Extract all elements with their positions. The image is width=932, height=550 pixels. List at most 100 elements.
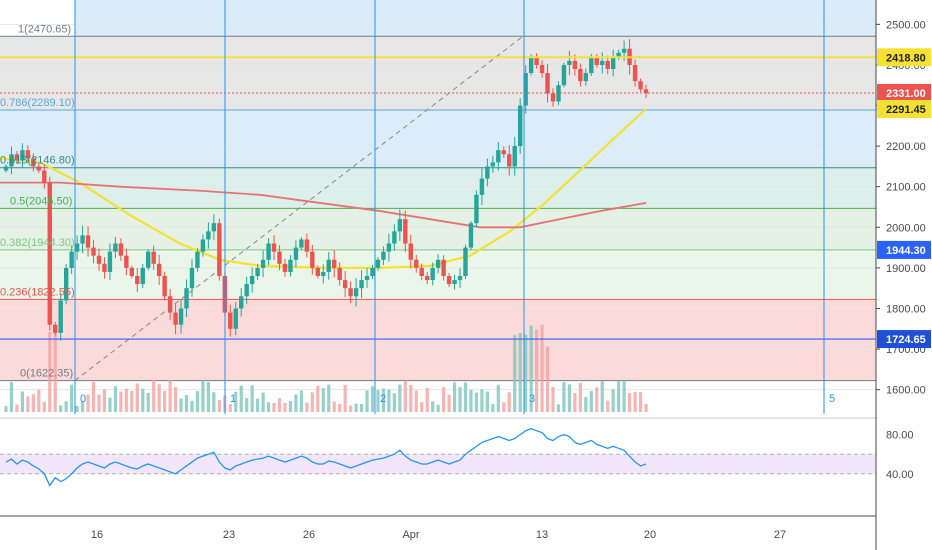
fib-label-1: 1(2470.65) bbox=[18, 23, 71, 35]
price-tag-bg-2 bbox=[877, 99, 931, 118]
volume-bar-38 bbox=[212, 392, 216, 412]
candle-body-0 bbox=[3, 166, 9, 171]
candle-body-90 bbox=[496, 150, 501, 163]
candle-body-1 bbox=[9, 154, 14, 167]
candle-46 bbox=[255, 263, 260, 280]
candle-body-107 bbox=[589, 56, 594, 74]
rsi-band bbox=[0, 454, 876, 474]
candle-body-25 bbox=[140, 267, 145, 285]
candle-91 bbox=[501, 146, 506, 158]
volume-bars bbox=[4, 324, 648, 412]
candle-101 bbox=[556, 81, 561, 106]
volume-bar-83 bbox=[458, 387, 462, 412]
candle-88 bbox=[485, 158, 490, 187]
x-tick-label-0: 16 bbox=[91, 529, 103, 541]
volume-bar-59 bbox=[327, 384, 331, 412]
candle-body-108 bbox=[594, 56, 599, 65]
candle-body-8 bbox=[47, 182, 52, 325]
candle-body-85 bbox=[468, 223, 474, 248]
candle-109 bbox=[600, 52, 605, 74]
candle-body-102 bbox=[561, 64, 567, 86]
candle-body-95 bbox=[523, 73, 528, 106]
candle-87 bbox=[479, 168, 485, 205]
volume-bar-56 bbox=[310, 392, 314, 412]
candle-body-20 bbox=[113, 243, 118, 252]
candle-48 bbox=[266, 238, 271, 266]
candle-54 bbox=[299, 237, 304, 250]
candle-body-43 bbox=[239, 296, 244, 309]
volume-bar-44 bbox=[245, 398, 249, 412]
candle-body-3 bbox=[20, 150, 25, 161]
volume-bar-2 bbox=[15, 404, 19, 412]
candle-77 bbox=[424, 271, 430, 285]
price-axis-bg bbox=[877, 0, 932, 550]
volume-bar-11 bbox=[64, 401, 68, 412]
candle-body-39 bbox=[217, 223, 222, 276]
y-tick-label-0: 1600.00 bbox=[886, 385, 926, 397]
volume-bar-86 bbox=[474, 392, 479, 412]
cycle-lines[interactable]: 0 1 2 3 5 bbox=[74, 0, 835, 414]
candle-63 bbox=[348, 281, 353, 304]
volume-bar-57 bbox=[316, 385, 320, 412]
fib-trend-dashed[interactable] bbox=[74, 35, 524, 381]
price-tag-bg-1 bbox=[877, 83, 931, 102]
candle-body-4 bbox=[25, 150, 31, 159]
candle-6 bbox=[36, 163, 42, 174]
candle-10 bbox=[58, 292, 63, 341]
candle-89 bbox=[490, 155, 496, 173]
rsi-line bbox=[5, 428, 647, 487]
candle-body-36 bbox=[200, 239, 206, 252]
volume-bar-66 bbox=[365, 390, 369, 412]
candle-85 bbox=[468, 220, 474, 250]
candle-body-58 bbox=[321, 271, 326, 276]
volume-bar-89 bbox=[491, 404, 495, 412]
cycle-label-2: 2 bbox=[380, 393, 386, 405]
candle-body-23 bbox=[129, 267, 135, 276]
candle-90 bbox=[496, 141, 501, 171]
fib-label-0: 0(1622.35) bbox=[20, 368, 73, 380]
candle-body-104 bbox=[572, 60, 578, 69]
volume-bar-82 bbox=[452, 382, 457, 412]
volume-bar-69 bbox=[381, 388, 386, 412]
trend-line[interactable] bbox=[0, 35, 876, 381]
volume-bar-95 bbox=[524, 334, 528, 412]
candle-14 bbox=[80, 225, 85, 254]
candle-73 bbox=[403, 210, 408, 253]
candle-3 bbox=[20, 143, 25, 168]
ma-yellow-line bbox=[0, 108, 647, 269]
candle-body-72 bbox=[397, 219, 403, 232]
candle-body-110 bbox=[605, 60, 610, 69]
candle-29 bbox=[162, 271, 167, 301]
x-tick-label-6: 27 bbox=[774, 529, 786, 541]
candle-97 bbox=[534, 53, 539, 69]
candlesticks bbox=[3, 39, 649, 341]
candle-body-50 bbox=[277, 251, 282, 264]
candle-body-89 bbox=[490, 162, 496, 167]
rsi-tick-label-0: 40.00 bbox=[886, 469, 914, 481]
candle-117 bbox=[643, 84, 649, 98]
volume-bar-88 bbox=[485, 391, 489, 412]
volume-bar-97 bbox=[534, 329, 539, 412]
volume-bar-62 bbox=[343, 384, 347, 412]
candle-8 bbox=[47, 176, 52, 331]
candle-body-79 bbox=[435, 259, 441, 268]
candle-110 bbox=[605, 55, 610, 75]
candle-32 bbox=[178, 299, 184, 334]
volume-bar-101 bbox=[556, 404, 561, 412]
candle-body-11 bbox=[63, 267, 69, 301]
candle-body-16 bbox=[91, 247, 96, 256]
y-tick-label-9: 2500.00 bbox=[886, 19, 926, 31]
candle-body-24 bbox=[135, 276, 140, 285]
volume-bar-87 bbox=[480, 389, 484, 412]
candle-body-84 bbox=[463, 247, 468, 276]
candle-body-116 bbox=[638, 81, 643, 90]
candle-body-48 bbox=[266, 243, 271, 260]
candle-body-71 bbox=[392, 231, 397, 244]
volume-bar-78 bbox=[431, 401, 435, 412]
candle-80 bbox=[441, 255, 446, 281]
volume-bar-55 bbox=[305, 402, 309, 412]
candle-body-59 bbox=[326, 259, 331, 272]
volume-bar-109 bbox=[600, 381, 604, 412]
candle-116 bbox=[638, 78, 643, 92]
